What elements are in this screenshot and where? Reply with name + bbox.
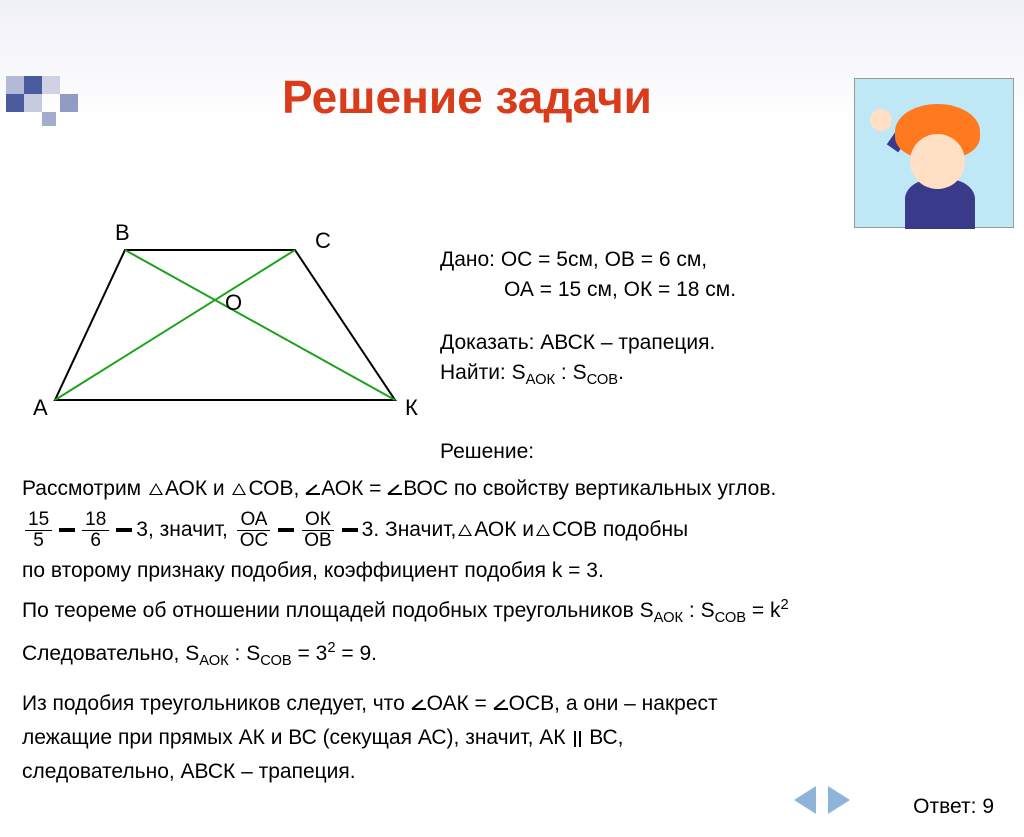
vertex-a-label: А (33, 395, 48, 421)
next-arrow-icon[interactable] (828, 786, 850, 814)
solution-line1: Рассмотрим АОК и СОВ, АОК = ВОС по свойс… (22, 472, 1002, 506)
solution-line4: По теореме об отношении площадей подобны… (22, 594, 1002, 631)
given-line1: Дано: ОС = 5см, ОВ = 6 см, (440, 245, 736, 275)
angle-icon (494, 696, 508, 710)
prev-arrow-icon[interactable] (794, 786, 816, 814)
solution-line2: 155 186 3, значит, ОАОС ОКОВ 3. Значит, … (22, 510, 1002, 551)
triangle-icon (149, 483, 163, 495)
solution-line6: Из подобия треугольников следует, что ОА… (22, 687, 1002, 788)
triangle-icon (458, 524, 472, 536)
angle-icon (388, 481, 402, 495)
given-block: Дано: ОС = 5см, ОВ = 6 см, ОА = 15 см, О… (440, 245, 736, 392)
nav-arrows (790, 786, 854, 819)
angle-icon (412, 696, 426, 710)
solution-label: Решение: (440, 440, 534, 464)
corner-decoration (6, 76, 116, 126)
vertex-c-label: С (315, 228, 331, 254)
given-line2: ОА = 15 см, ОК = 18 см. (440, 275, 736, 305)
solution-line5: Следовательно, SАОК : SСОВ = 32 = 9. (22, 637, 1002, 674)
mascot-image (854, 78, 1014, 228)
triangle-icon (536, 524, 550, 536)
solution-line3: по второму признаку подобия, коэффициент… (22, 554, 1002, 588)
triangle-icon (232, 483, 246, 495)
parallel-icon (571, 731, 583, 747)
angle-icon (306, 481, 320, 495)
vertex-k-label: К (405, 395, 418, 421)
solution-body: Рассмотрим АОК и СОВ, АОК = ВОС по свойс… (22, 472, 1002, 792)
vertex-b-label: В (115, 220, 130, 246)
find-line: Найти: SАОК : SСОВ. (440, 358, 736, 392)
answer-text: Ответ: 9 (913, 795, 994, 819)
prove-line: Доказать: АВСК – трапеция. (440, 328, 736, 358)
trapezoid-diagram: В С О А К (25, 230, 405, 430)
vertex-o-label: О (225, 290, 242, 316)
